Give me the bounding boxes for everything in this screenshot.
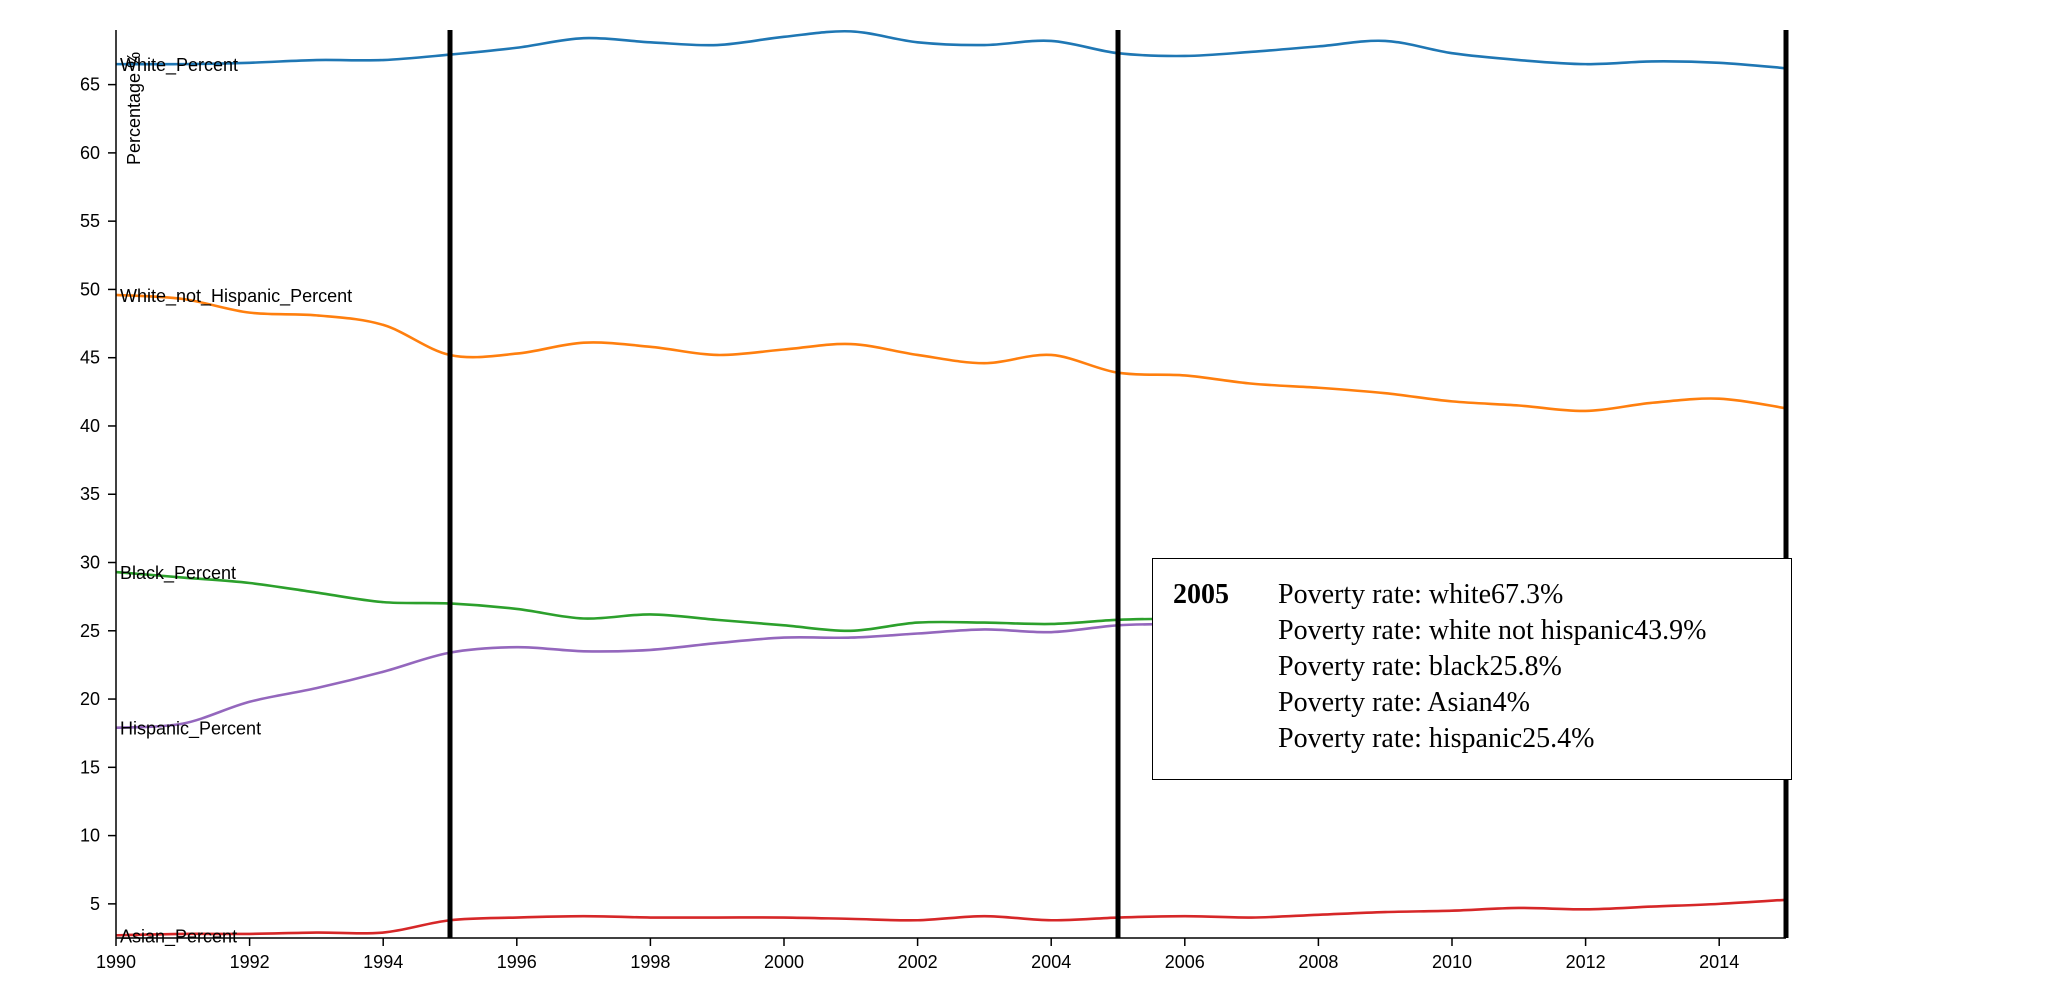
y-tick: 65 (80, 75, 116, 95)
tooltip-row-black: Poverty rate: black25.8% (1278, 651, 1562, 682)
y-tick: 15 (80, 757, 116, 777)
x-tick: 1990 (96, 938, 136, 972)
tooltip-row-hispanic: Poverty rate: hispanic25.4% (1278, 723, 1595, 754)
series-label-layer: White_Percent White_not_Hispanic_Percent B… (120, 55, 352, 947)
x-tick: 2012 (1566, 938, 1606, 972)
y-axis: 5 10 15 20 25 30 35 40 45 50 55 60 65 (80, 30, 117, 938)
x-tick-label: 2004 (1031, 952, 1071, 972)
series-label-white-not-hispanic-percent: White_not_Hispanic_Percent (120, 286, 352, 307)
series-label-hispanic-percent: Hispanic_Percent (120, 719, 261, 740)
tooltip-year: 2005 (1173, 579, 1229, 610)
y-tick-label: 10 (80, 826, 100, 846)
y-tick-label: 50 (80, 279, 100, 299)
y-tick: 35 (80, 484, 116, 504)
vertical-marker-layer (447, 30, 1789, 938)
x-tick: 2008 (1298, 938, 1338, 972)
x-tick-label: 1996 (497, 952, 537, 972)
x-tick: 2000 (764, 938, 804, 972)
x-tick: 1998 (630, 938, 670, 972)
x-tick: 2002 (898, 938, 938, 972)
x-tick: 2006 (1165, 938, 1205, 972)
series-label-white-percent: White_Percent (120, 55, 238, 76)
tooltip-row-white: Poverty rate: white67.3% (1278, 579, 1564, 610)
y-tick: 30 (80, 553, 116, 573)
y-tick: 25 (80, 621, 116, 641)
x-tick: 2004 (1031, 938, 1071, 972)
x-axis: 1990 1992 1994 1996 1998 2000 2002 2004 2006 2008… (96, 937, 1786, 972)
x-tick: 1996 (497, 938, 537, 972)
series-line-asian-percent (115, 898, 1787, 937)
series-line-white-percent (115, 29, 1787, 70)
tooltip-row-asian: Poverty rate: Asian4% (1278, 687, 1530, 718)
y-tick-label: 20 (80, 689, 100, 709)
y-tick-label: 55 (80, 211, 100, 231)
x-tick-label: 1992 (230, 952, 270, 972)
y-axis-title: Percentage % (124, 52, 144, 165)
tooltip-panel: 2005 Poverty rate: white67.3% Poverty ra… (1152, 558, 1792, 780)
y-tick: 50 (80, 279, 116, 299)
y-tick: 45 (80, 348, 116, 368)
tooltip-rows: Poverty rate: white67.3% Poverty rate: w… (1278, 577, 1706, 757)
x-tick-label: 1990 (96, 952, 136, 972)
y-tick-label: 45 (80, 348, 100, 368)
y-tick: 10 (80, 826, 116, 846)
x-tick-label: 2014 (1699, 952, 1739, 972)
y-tick-label: 65 (80, 75, 100, 95)
y-tick: 5 (90, 894, 116, 914)
x-tick-label: 2002 (898, 952, 938, 972)
x-tick-label: 2010 (1432, 952, 1472, 972)
y-tick: 60 (80, 143, 116, 163)
series-layer (115, 29, 1787, 937)
x-tick-label: 2008 (1298, 952, 1338, 972)
tooltip-row-white-not-hispanic: Poverty rate: white not hispanic43.9% (1278, 615, 1707, 646)
y-tick-label: 5 (90, 894, 100, 914)
y-tick-label: 25 (80, 621, 100, 641)
y-tick-label: 30 (80, 553, 100, 573)
series-label-asian-percent: Asian_Percent (120, 926, 237, 947)
series-line-white-not-hispanic-percent (115, 293, 1787, 413)
x-tick: 2010 (1432, 938, 1472, 972)
y-tick: 55 (80, 211, 116, 231)
y-tick-label: 35 (80, 484, 100, 504)
y-tick-label: 40 (80, 416, 100, 436)
x-tick: 2014 (1699, 938, 1739, 972)
x-tick-label: 1994 (363, 952, 403, 972)
x-tick: 1994 (363, 938, 403, 972)
series-label-black-percent: Black_Percent (120, 563, 236, 584)
y-tick-label: 15 (80, 757, 100, 777)
x-tick-label: 2012 (1566, 952, 1606, 972)
x-tick-label: 2006 (1165, 952, 1205, 972)
y-tick-label: 60 (80, 143, 100, 163)
y-tick: 20 (80, 689, 116, 709)
x-tick-label: 1998 (630, 952, 670, 972)
x-tick: 1992 (230, 938, 270, 972)
y-tick: 40 (80, 416, 116, 436)
x-tick-label: 2000 (764, 952, 804, 972)
